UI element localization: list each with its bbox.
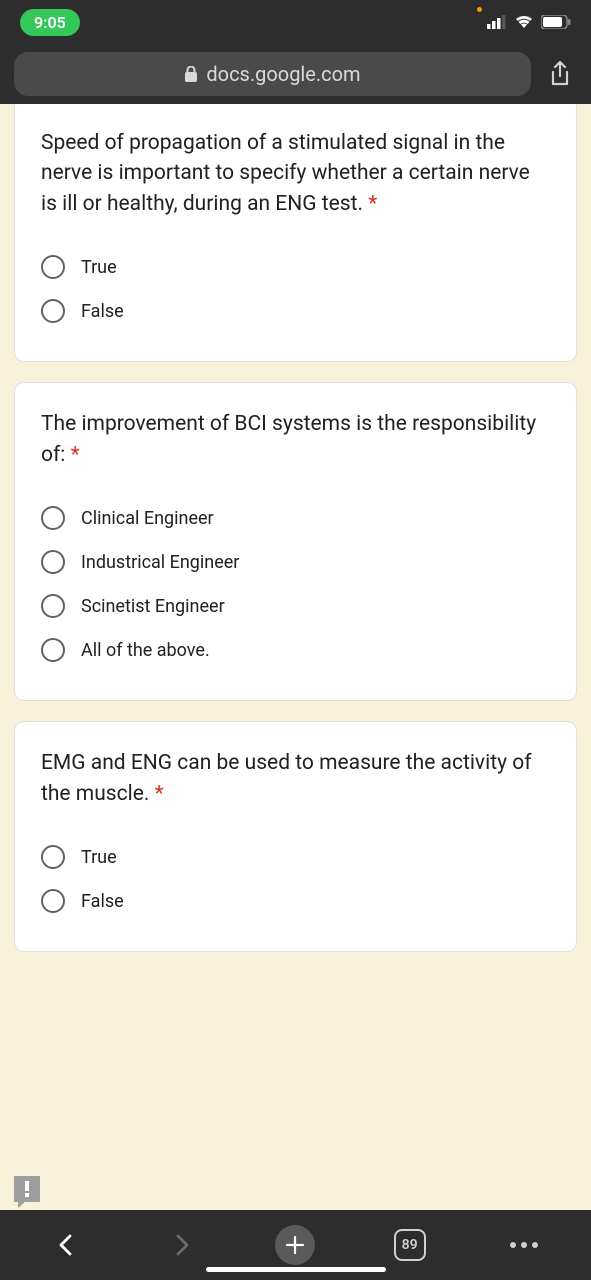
more-icon bbox=[510, 1242, 538, 1248]
radio-icon bbox=[41, 889, 65, 913]
radio-option[interactable]: All of the above. bbox=[41, 628, 550, 672]
option-label: False bbox=[81, 891, 124, 912]
back-button[interactable] bbox=[45, 1223, 89, 1267]
radio-option[interactable]: False bbox=[41, 879, 550, 923]
radio-option[interactable]: Clinical Engineer bbox=[41, 496, 550, 540]
plus-icon bbox=[275, 1225, 315, 1265]
question-text: Speed of propagation of a stimulated sig… bbox=[41, 128, 550, 219]
status-bar: 9:05 bbox=[0, 0, 591, 44]
option-label: All of the above. bbox=[81, 640, 210, 661]
new-tab-button[interactable] bbox=[273, 1223, 317, 1267]
radio-option[interactable]: True bbox=[41, 245, 550, 289]
question-card: Speed of propagation of a stimulated sig… bbox=[14, 104, 577, 362]
radio-icon bbox=[41, 255, 65, 279]
lock-icon bbox=[184, 66, 198, 82]
form-content: Speed of propagation of a stimulated sig… bbox=[0, 104, 591, 1210]
radio-option[interactable]: Industrical Engineer bbox=[41, 540, 550, 584]
option-label: Industrical Engineer bbox=[81, 552, 239, 573]
question-text: The improvement of BCI systems is the re… bbox=[41, 409, 550, 470]
home-indicator[interactable] bbox=[206, 1267, 386, 1272]
radio-option[interactable]: False bbox=[41, 289, 550, 333]
tab-count-badge: 89 bbox=[394, 1229, 426, 1261]
cellular-signal-icon bbox=[487, 15, 507, 29]
time-pill: 9:05 bbox=[20, 9, 80, 36]
question-text: EMG and ENG can be used to measure the a… bbox=[41, 748, 550, 809]
recording-dot-icon bbox=[477, 7, 482, 12]
report-button[interactable] bbox=[14, 1176, 40, 1202]
radio-icon bbox=[41, 845, 65, 869]
required-star: * bbox=[368, 192, 377, 216]
option-label: True bbox=[81, 847, 117, 868]
address-bar[interactable]: docs.google.com bbox=[14, 52, 531, 96]
option-label: Clinical Engineer bbox=[81, 508, 214, 529]
battery-icon bbox=[541, 15, 571, 29]
radio-icon bbox=[41, 638, 65, 662]
wifi-icon bbox=[514, 15, 534, 29]
menu-button[interactable] bbox=[502, 1223, 546, 1267]
radio-option[interactable]: True bbox=[41, 835, 550, 879]
browser-toolbar: docs.google.com bbox=[0, 44, 591, 104]
url-text: docs.google.com bbox=[206, 62, 360, 86]
radio-icon bbox=[41, 550, 65, 574]
option-label: True bbox=[81, 257, 117, 278]
radio-icon bbox=[41, 299, 65, 323]
tabs-button[interactable]: 89 bbox=[388, 1223, 432, 1267]
question-card: The improvement of BCI systems is the re… bbox=[14, 382, 577, 701]
option-label: Scinetist Engineer bbox=[81, 596, 225, 617]
forward-button[interactable] bbox=[159, 1223, 203, 1267]
question-card: EMG and ENG can be used to measure the a… bbox=[14, 721, 577, 952]
required-star: * bbox=[71, 443, 80, 467]
status-icons bbox=[477, 15, 571, 29]
radio-option[interactable]: Scinetist Engineer bbox=[41, 584, 550, 628]
radio-icon bbox=[41, 594, 65, 618]
share-button[interactable] bbox=[543, 60, 577, 88]
option-label: False bbox=[81, 301, 124, 322]
radio-icon bbox=[41, 506, 65, 530]
required-star: * bbox=[155, 782, 164, 806]
